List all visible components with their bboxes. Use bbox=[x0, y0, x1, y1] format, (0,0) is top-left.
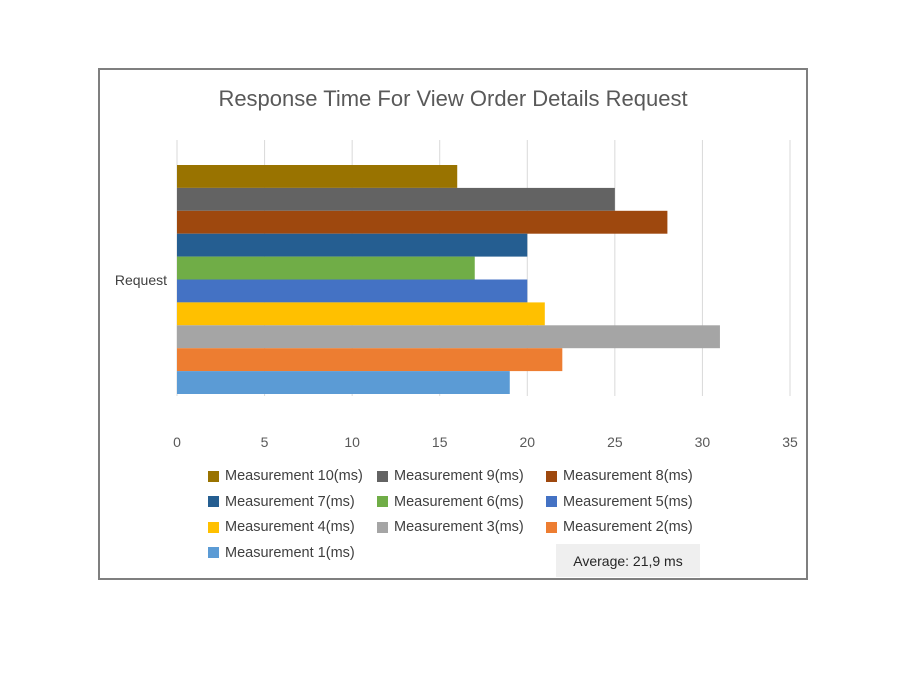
legend-swatch bbox=[546, 470, 557, 482]
legend-item: Measurement 4(ms) bbox=[208, 519, 355, 535]
x-tick-label: 35 bbox=[782, 434, 798, 450]
bar-measurement-5-ms bbox=[177, 279, 528, 303]
bar-measurement-6-ms bbox=[177, 256, 475, 280]
x-tick-label: 30 bbox=[695, 434, 711, 450]
legend-label: Measurement 4(ms) bbox=[225, 519, 355, 535]
bar-measurement-4-ms bbox=[177, 302, 545, 326]
chart-title: Response Time For View Order Details Req… bbox=[218, 86, 688, 111]
x-tick-label: 5 bbox=[261, 434, 269, 450]
legend-item: Measurement 8(ms) bbox=[546, 468, 693, 484]
legend-swatch bbox=[208, 496, 219, 507]
bar-measurement-7-ms bbox=[177, 233, 528, 257]
legend-item: Measurement 6(ms) bbox=[377, 494, 524, 510]
legend-swatch bbox=[546, 496, 557, 507]
category-label: Request bbox=[115, 272, 167, 288]
bar-measurement-2-ms bbox=[177, 348, 563, 372]
x-tick-label: 25 bbox=[607, 434, 623, 450]
legend-label: Measurement 5(ms) bbox=[563, 493, 693, 510]
legend-item: Measurement 7(ms) bbox=[208, 494, 355, 510]
legend-item: Measurement 3(ms) bbox=[377, 519, 524, 535]
x-tick-label: 10 bbox=[344, 434, 360, 450]
legend-swatch bbox=[377, 521, 388, 533]
legend-label: Measurement 10(ms) bbox=[225, 468, 363, 484]
legend-label: Measurement 6(ms) bbox=[394, 493, 524, 510]
legend-label: Measurement 9(ms) bbox=[394, 468, 524, 484]
legend-item: Measurement 5(ms) bbox=[546, 494, 693, 510]
legend-swatch bbox=[377, 470, 388, 482]
legend-swatch bbox=[208, 470, 219, 482]
legend-label: Measurement 1(ms) bbox=[225, 544, 355, 561]
legend-item: Measurement 2(ms) bbox=[546, 519, 693, 535]
bar-measurement-3-ms bbox=[177, 325, 720, 349]
bar-measurement-1-ms bbox=[177, 371, 510, 394]
average-annotation: Average: 21,9 ms bbox=[556, 544, 700, 577]
legend-item: Measurement 1(ms) bbox=[208, 545, 355, 561]
x-tick-label: 20 bbox=[519, 434, 535, 450]
legend-item: Measurement 9(ms) bbox=[377, 468, 524, 484]
plot-area: 0 5 10 15 20 25 30 35 Request bbox=[115, 140, 798, 450]
legend-label: Measurement 8(ms) bbox=[563, 468, 693, 484]
chart-frame: Response Time For View Order Details Req… bbox=[98, 68, 808, 580]
bar-measurement-9-ms bbox=[177, 187, 615, 211]
bar-measurement-10-ms bbox=[177, 165, 458, 188]
x-tick-label: 15 bbox=[432, 434, 448, 450]
legend-label: Measurement 7(ms) bbox=[225, 493, 355, 510]
legend-item: Measurement 10(ms) bbox=[208, 468, 363, 484]
legend-swatch bbox=[208, 547, 219, 558]
legend-label: Measurement 2(ms) bbox=[563, 519, 693, 535]
x-tick-label: 0 bbox=[173, 434, 181, 450]
legend-label: Measurement 3(ms) bbox=[394, 519, 524, 535]
legend-swatch bbox=[208, 521, 219, 533]
legend-swatch bbox=[377, 496, 388, 507]
legend-swatch bbox=[546, 521, 557, 533]
bar-measurement-8-ms bbox=[177, 210, 668, 234]
